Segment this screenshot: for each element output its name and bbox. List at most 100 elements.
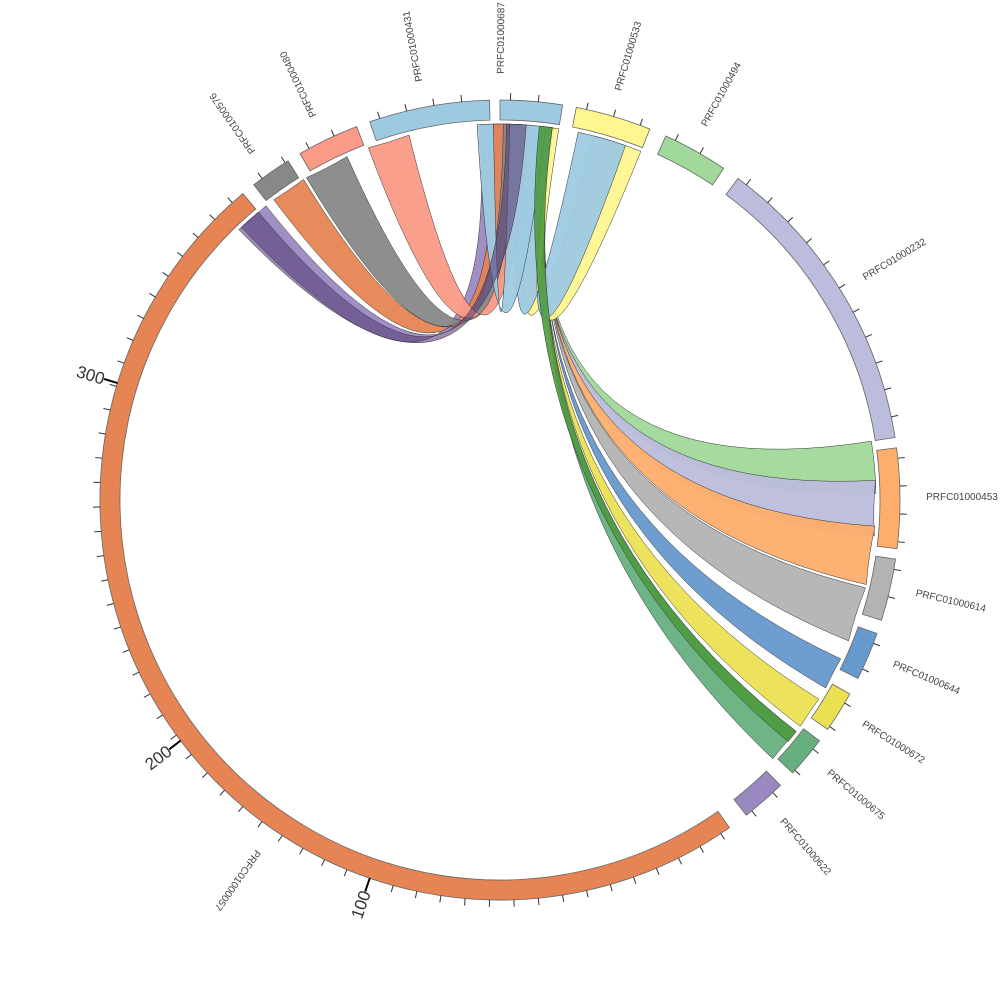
tick-mark (674, 133, 679, 141)
tick-mark (122, 649, 130, 653)
tick-mark (106, 603, 114, 606)
segment-arc (861, 555, 897, 621)
tick-mark (170, 734, 177, 740)
tick-mark (101, 579, 109, 582)
tick-mark (893, 568, 901, 572)
tick-mark (113, 626, 121, 630)
tick-mark (257, 172, 263, 179)
segment-arc (777, 728, 821, 774)
tick-mark (751, 810, 757, 817)
segment-arc (299, 126, 365, 172)
tick-mark (891, 414, 899, 418)
tick-mark (767, 197, 773, 204)
segment-arc (369, 99, 491, 142)
tick-mark (720, 833, 726, 840)
tick-mark (94, 530, 102, 533)
axis-label-200: 200 (141, 742, 175, 774)
major-tick (364, 877, 371, 892)
tick-mark (238, 806, 244, 813)
tick-mark (176, 251, 183, 257)
tick-mark (639, 118, 644, 126)
tick-mark (201, 772, 208, 778)
segment-arc (99, 193, 730, 901)
segment-label: PRFC01000622 (777, 816, 833, 878)
segment-label: PRFC01000494 (700, 60, 745, 128)
tick-mark (745, 178, 751, 186)
tick-mark (227, 197, 233, 204)
tick-mark (875, 360, 883, 364)
tick-mark (377, 111, 381, 119)
tick-mark (149, 293, 156, 298)
chord-ribbon-hub (238, 123, 527, 343)
tick-mark (633, 876, 637, 884)
segment-arc (725, 177, 896, 442)
segment-label: PRFC01000453 (926, 492, 998, 503)
tick-mark (897, 541, 905, 544)
tick-mark (884, 387, 892, 391)
tick-mark (321, 859, 326, 867)
major-tick (168, 739, 182, 750)
tick-mark (277, 835, 283, 842)
tick-mark (873, 642, 881, 647)
tick-mark (390, 885, 394, 893)
tick-mark (699, 147, 704, 154)
tick-mark (109, 383, 117, 387)
chord-ribbons (238, 123, 877, 760)
tick-mark (305, 142, 310, 149)
axis-label-100: 100 (348, 888, 375, 921)
tick-mark (844, 702, 851, 707)
tick-mark (103, 407, 111, 411)
tick-mark (257, 821, 263, 828)
tick-mark (812, 748, 819, 754)
segment-label: PRFC01000480 (278, 49, 319, 119)
tick-mark (98, 432, 106, 435)
segment-label: PRFC01000057 (212, 847, 262, 912)
tick-mark (156, 714, 163, 720)
tick-mark (95, 456, 103, 459)
segment-label: PRFC01000614 (915, 588, 988, 615)
major-tick (103, 378, 118, 385)
tick-mark (117, 360, 125, 364)
tick-mark (772, 792, 778, 799)
segment-label: PRFC01000675 (825, 768, 887, 823)
segment-arc (499, 99, 564, 126)
tick-mark (299, 847, 304, 855)
segment-label: PRFC01000687 (496, 2, 508, 74)
tick-mark (330, 129, 335, 137)
segment-arc (253, 160, 300, 202)
chord-segments (99, 99, 901, 901)
segment-label: PRFC01000232 (861, 237, 929, 284)
segment-label: PRFC01000533 (613, 20, 644, 92)
tick-mark (343, 869, 348, 877)
segment-arc (876, 447, 901, 550)
tick-mark (699, 846, 704, 853)
tick-mark (562, 894, 565, 903)
tick-mark (887, 596, 896, 599)
tick-mark (280, 156, 286, 163)
tick-mark (823, 260, 830, 266)
tick-mark (132, 671, 140, 676)
segment-arc (810, 683, 851, 730)
segment-label: PRFC01000672 (860, 719, 927, 767)
tick-mark (460, 94, 463, 102)
tick-mark (787, 216, 794, 223)
tick-mark (464, 898, 466, 906)
tick-mark (865, 334, 873, 338)
tick-mark (162, 271, 169, 277)
tick-mark (96, 555, 104, 558)
tick-mark (838, 283, 846, 289)
tick-mark (414, 891, 418, 899)
tick-mark (192, 232, 199, 238)
tick-mark (404, 104, 408, 112)
segment-label: PRFC01000576 (208, 90, 258, 155)
tick-mark (439, 895, 442, 903)
tick-mark (852, 308, 860, 313)
chord-ribbon-hub (534, 125, 797, 743)
segment-label: PRFC01000431 (401, 10, 425, 83)
tick-mark (586, 890, 589, 898)
tick-mark (829, 726, 836, 731)
tick-mark (613, 109, 617, 117)
segment-label: PRFC01000644 (891, 659, 962, 697)
tick-mark (655, 868, 660, 875)
